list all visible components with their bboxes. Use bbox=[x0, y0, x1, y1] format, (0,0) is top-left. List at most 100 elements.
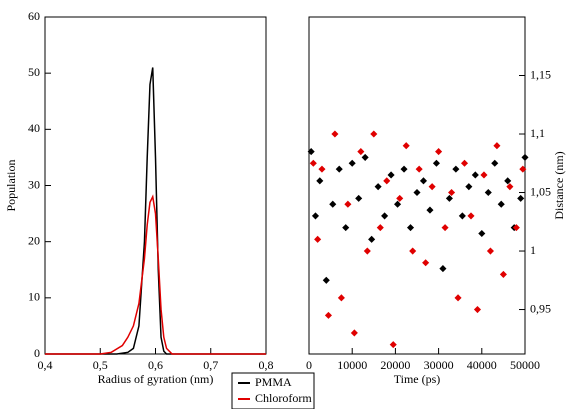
y-tick-label: 50 bbox=[28, 65, 40, 79]
scatter-point bbox=[383, 177, 391, 185]
scatter-point bbox=[506, 183, 514, 191]
y-tick-label: 1,05 bbox=[530, 184, 551, 198]
x-tick-label: 30000 bbox=[424, 358, 454, 372]
x-tick-label: 0,7 bbox=[203, 358, 218, 372]
scatter-point bbox=[428, 183, 436, 191]
scatter-point bbox=[471, 171, 479, 179]
scatter-point bbox=[413, 188, 421, 197]
scatter-point bbox=[387, 171, 395, 179]
scatter-point bbox=[409, 247, 417, 255]
scatter-point bbox=[419, 177, 428, 185]
y-axis-label: Population bbox=[4, 159, 18, 211]
scatter-point bbox=[497, 200, 505, 208]
scatter-point bbox=[394, 200, 402, 208]
y-tick-label: 30 bbox=[28, 177, 40, 191]
scatter-point bbox=[314, 235, 322, 243]
y-tick-label: 40 bbox=[28, 121, 40, 135]
x-tick-label: 0 bbox=[306, 358, 312, 372]
scatter-point bbox=[311, 212, 320, 220]
scatter-point bbox=[439, 265, 447, 273]
scatter-point bbox=[480, 171, 488, 179]
x-tick-label: 50000 bbox=[510, 358, 540, 372]
scatter-point bbox=[454, 294, 462, 302]
scatter-point bbox=[448, 188, 456, 197]
y-tick-label: 1 bbox=[530, 243, 536, 257]
scatter-point bbox=[493, 142, 501, 150]
scatter-point bbox=[422, 259, 430, 267]
scatter-point bbox=[342, 224, 350, 232]
x-tick-label: 0,5 bbox=[93, 358, 108, 372]
scatter-point bbox=[389, 341, 397, 349]
scatter-point bbox=[331, 130, 339, 138]
y-tick-label: 0 bbox=[34, 346, 40, 360]
scatter-point bbox=[322, 276, 330, 284]
scatter-point bbox=[406, 224, 415, 232]
legend-label: PMMA bbox=[255, 375, 292, 389]
y-tick-label: 60 bbox=[28, 9, 40, 23]
x-tick-label: 40000 bbox=[467, 358, 497, 372]
scatter-point bbox=[484, 188, 492, 197]
scatter-point bbox=[324, 311, 332, 319]
x-tick-label: 10000 bbox=[337, 358, 367, 372]
scatter-point bbox=[329, 200, 337, 208]
x-axis-label: Radius of gyration (nm) bbox=[98, 372, 214, 386]
y-tick-label: 1,1 bbox=[530, 126, 545, 140]
scatter-point bbox=[355, 194, 363, 202]
scatter-point bbox=[452, 165, 460, 173]
y-tick-label: 0,95 bbox=[530, 301, 551, 315]
scatter-point bbox=[504, 177, 512, 185]
scatter-point bbox=[478, 229, 486, 238]
y-tick-label: 10 bbox=[28, 290, 40, 304]
scatter-point bbox=[473, 305, 482, 314]
scatter-point bbox=[363, 247, 371, 255]
scatter-point bbox=[517, 194, 525, 202]
scatter-point bbox=[348, 159, 356, 167]
scatter-point bbox=[400, 165, 408, 173]
x-axis-label: Time (ps) bbox=[394, 372, 441, 386]
y-axis-label: Distance (nm) bbox=[552, 151, 566, 219]
scatter-point bbox=[357, 148, 365, 156]
scatter-point bbox=[486, 247, 494, 255]
x-tick-label: 0,6 bbox=[148, 358, 163, 372]
scatter-point bbox=[415, 165, 423, 173]
scatter-point bbox=[465, 183, 473, 191]
scatter-point bbox=[309, 159, 317, 167]
scatter-point bbox=[368, 235, 376, 243]
scatter-point bbox=[337, 294, 345, 302]
scatter-point bbox=[402, 142, 410, 150]
scatter-point bbox=[376, 224, 384, 232]
scatter-point bbox=[432, 159, 440, 167]
scatter-point bbox=[441, 224, 449, 232]
legend-label: Chloroform bbox=[255, 391, 312, 405]
y-tick-label: 1,15 bbox=[530, 67, 551, 81]
x-tick-label: 0,8 bbox=[259, 358, 274, 372]
line-series bbox=[45, 67, 266, 355]
scatter-point bbox=[316, 177, 324, 185]
scatter-point bbox=[307, 148, 315, 156]
line-series bbox=[45, 194, 266, 355]
scatter-point bbox=[512, 224, 520, 232]
legend-box bbox=[231, 372, 315, 409]
scatter-point bbox=[521, 153, 529, 161]
scatter-point bbox=[499, 270, 507, 278]
scatter-point bbox=[445, 194, 453, 202]
scatter-point bbox=[374, 183, 382, 191]
y-tick-label: 20 bbox=[28, 233, 40, 247]
scatter-point bbox=[361, 153, 369, 161]
scatter-point bbox=[318, 165, 326, 173]
scatter-point bbox=[344, 200, 352, 208]
x-tick-label: 20000 bbox=[380, 358, 410, 372]
scatter-point bbox=[467, 212, 475, 220]
scatter-point bbox=[460, 159, 469, 167]
scatter-point bbox=[435, 148, 443, 156]
scatter-point bbox=[426, 206, 434, 214]
x-tick-label: 0,4 bbox=[38, 358, 53, 372]
scatter-point bbox=[335, 165, 343, 173]
scatter-point bbox=[458, 212, 466, 220]
scatter-point bbox=[350, 329, 358, 337]
scatter-point bbox=[381, 212, 389, 220]
scatter-point bbox=[491, 159, 499, 167]
scatter-point bbox=[396, 194, 404, 202]
scatter-point bbox=[370, 130, 378, 138]
